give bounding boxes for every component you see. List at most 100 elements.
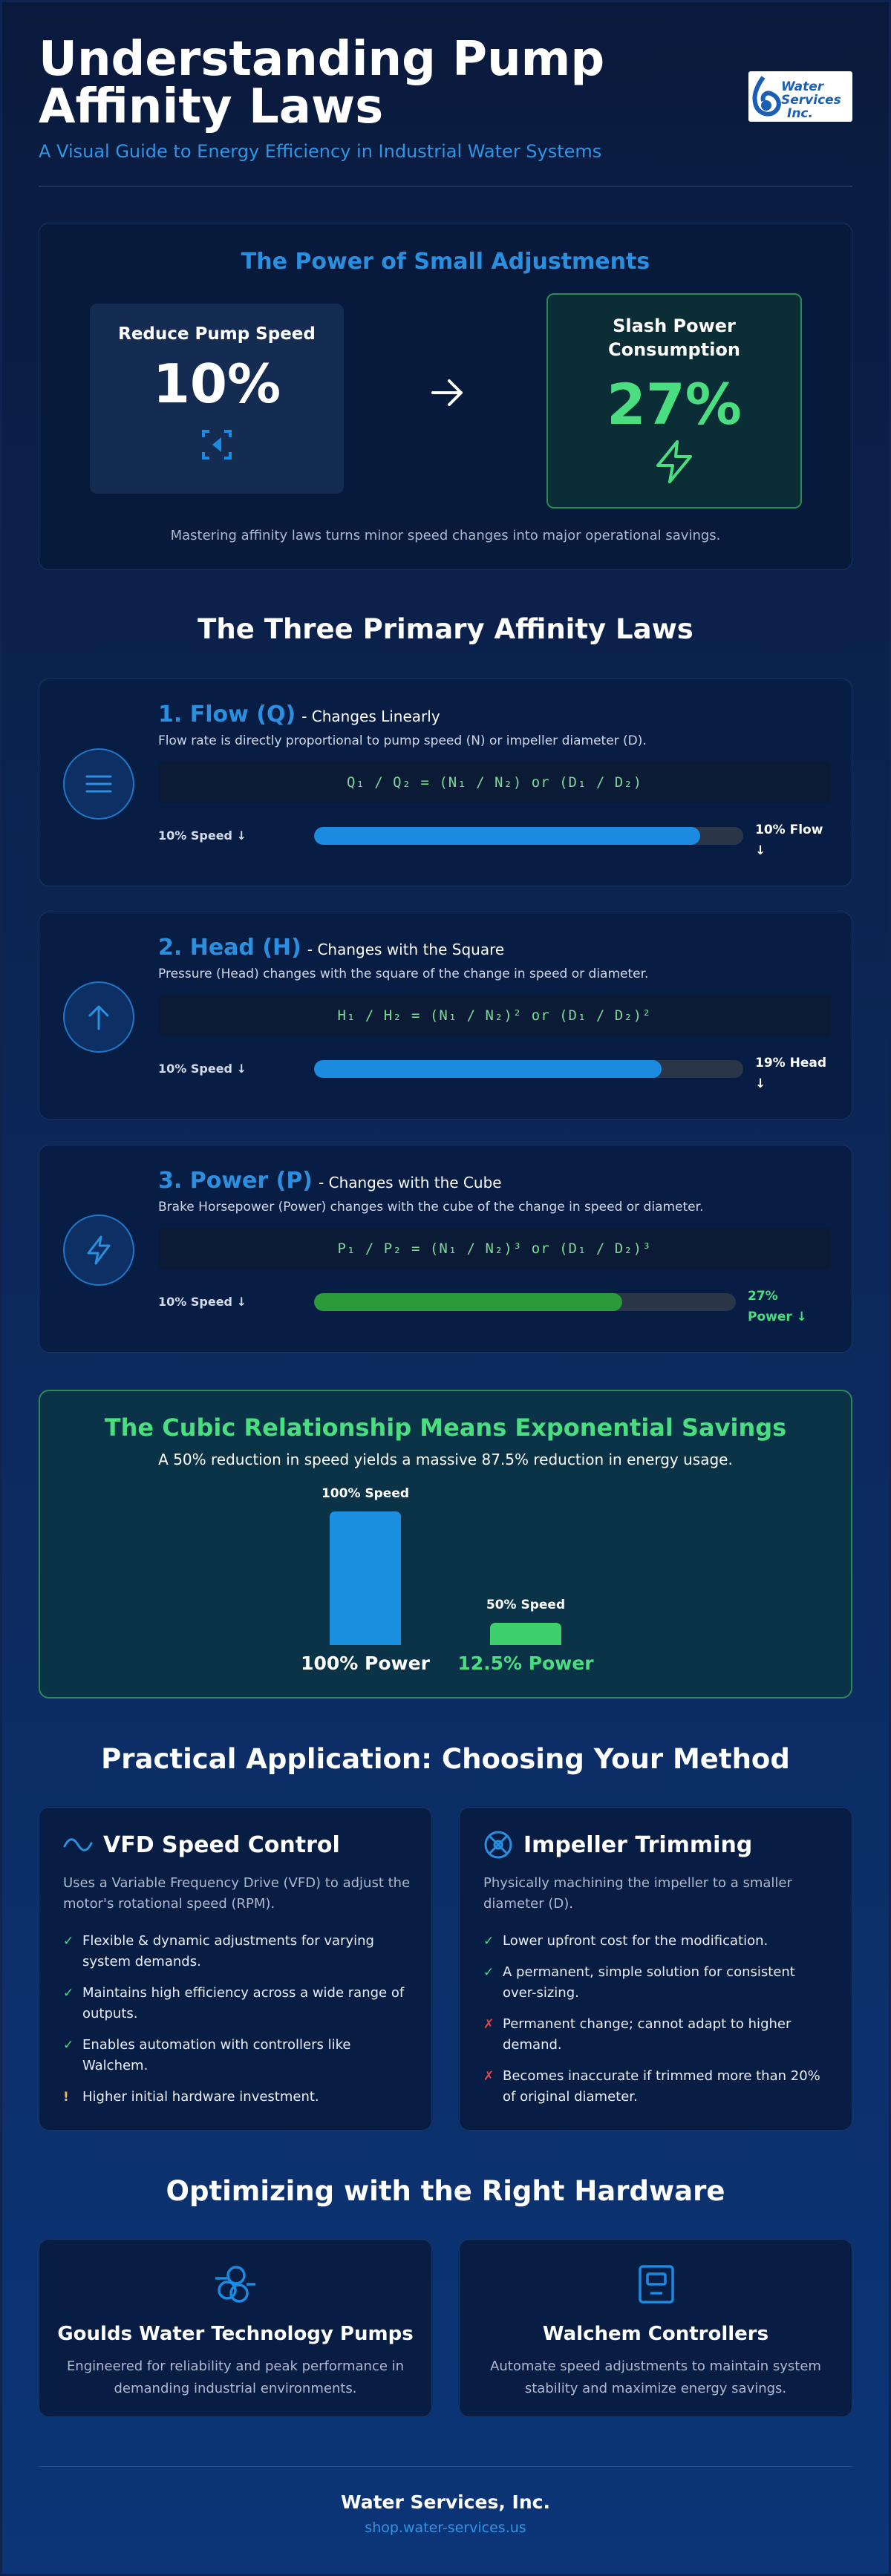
hardware-title: Goulds Water Technology Pumps — [57, 2323, 414, 2345]
bar-right-label: 10% Flow ↓ — [755, 823, 823, 858]
wave-icon — [63, 1830, 93, 1860]
laws-section-title: The Three Primary Affinity Laws — [198, 613, 693, 645]
bar-left-label: 10% Speed ↓ — [158, 828, 247, 843]
method-point-text: Maintains high efficiency across a wide … — [82, 1985, 405, 2021]
page-subtitle: A Visual Guide to Energy Efficiency in I… — [39, 141, 602, 162]
check-icon: ✓ — [63, 1986, 74, 2001]
power-savings-box: Slash Power Consumption 27% — [546, 293, 802, 509]
progress-fill — [314, 827, 701, 845]
method-heading: VFD Speed Control — [63, 1830, 340, 1860]
method-point-con: ✗ Becomes inaccurate if trimmed more than… — [483, 2066, 832, 2108]
methods-section-title: Practical Application: Choosing Your Met… — [101, 1743, 790, 1775]
method-point-con: ✗ Permanent change; cannot adapt to highe… — [483, 2014, 832, 2056]
law-title: 1. Flow (Q) - Changes Linearly — [158, 702, 440, 728]
check-icon: ✓ — [483, 1965, 495, 1980]
svg-text:Water: Water — [781, 79, 825, 94]
law-formula: H₁ / H₂ = (N₁ / N₂)² or (D₁ / D₂)² — [158, 995, 831, 1036]
law-description: Pressure (Head) changes with the square … — [158, 967, 649, 981]
method-point-pro: ✓ Enables automation with controllers lik… — [63, 2035, 412, 2076]
hardware-section-title: Optimizing with the Right Hardware — [166, 2175, 725, 2207]
chart-bar — [330, 1511, 401, 1645]
power-label: Slash Power Consumption — [607, 316, 741, 360]
law-bar-row: 10% Speed ↓ 27% Power ↓ — [158, 1289, 831, 1326]
method-point-text: Becomes inaccurate if trimmed more than … — [503, 2068, 820, 2105]
progress-track — [314, 1060, 743, 1078]
method-description: Physically machining the impeller to a s… — [483, 1875, 792, 1912]
method-point-text: Enables automation with controllers like… — [82, 2037, 351, 2073]
footer-divider — [39, 2466, 852, 2467]
page-title: Understanding Pump Affinity Laws — [39, 32, 605, 134]
cross-icon: ✗ — [483, 2069, 495, 2084]
bar-left-label: 10% Speed ↓ — [158, 1295, 247, 1309]
law-formula: P₁ / P₂ = (N₁ / N₂)³ or (D₁ / D₂)³ — [158, 1228, 831, 1269]
bar-left-label: 10% Speed ↓ — [158, 1062, 247, 1076]
method-point-text: Permanent change; cannot adapt to higher… — [503, 2016, 792, 2053]
progress-fill — [314, 1293, 622, 1311]
svg-text:Services: Services — [781, 93, 841, 108]
cubic-subtitle: A 50% reduction in speed yields a massiv… — [158, 1451, 733, 1468]
header: Understanding Pump Affinity Laws A Visua… — [39, 36, 852, 188]
method-point-text: Higher initial hardware investment. — [82, 2089, 319, 2105]
method-points: ✓ Lower upfront cost for the modification… — [483, 1931, 832, 2118]
flow-lines-icon — [63, 748, 134, 820]
svg-text:Inc.: Inc. — [787, 106, 813, 121]
method-point-text: Lower upfront cost for the modification. — [503, 1933, 768, 1949]
law-description: Brake Horsepower (Power) changes with th… — [158, 1200, 704, 1215]
law-formula: Q₁ / Q₂ = (N₁ / N₂) or (D₁ / D₂) — [158, 762, 831, 803]
method-card-impeller: Impeller Trimming Physically machining t… — [459, 1807, 852, 2131]
cross-icon: ✗ — [483, 2017, 495, 2032]
check-icon: ✓ — [483, 1934, 495, 1949]
lightning-icon — [63, 1215, 134, 1286]
law-card-power: 3. Power (P) - Changes with the Cube Brak… — [39, 1145, 852, 1353]
chart-value-label: 12.5% Power — [457, 1653, 594, 1674]
law-description: Flow rate is directly proportional to pu… — [158, 733, 647, 748]
arrow-right-icon — [425, 370, 470, 415]
method-card-vfd: VFD Speed Control Uses a Variable Freque… — [39, 1807, 432, 2131]
arrow-up-icon — [63, 981, 134, 1053]
impeller-icon — [483, 1830, 513, 1860]
bar-right-label: 19% Head ↓ — [755, 1056, 827, 1091]
hardware-card-walchem: Walchem Controllers Automate speed adjus… — [459, 2239, 852, 2417]
method-point-pro: ✓ A permanent, simple solution for consis… — [483, 1962, 832, 2004]
hero-card: The Power of Small Adjustments Reduce Pu… — [39, 223, 852, 570]
method-point-text: A permanent, simple solution for consist… — [503, 1964, 795, 2001]
method-point-text: Flexible & dynamic adjustments for varyi… — [82, 1933, 374, 1969]
pump-icon — [212, 2260, 260, 2308]
law-card-flow: 1. Flow (Q) - Changes Linearly Flow rate … — [39, 679, 852, 886]
progress-track — [314, 1293, 736, 1311]
chart-bar — [490, 1623, 561, 1645]
cubic-relationship-card: The Cubic Relationship Means Exponential… — [39, 1390, 852, 1699]
company-logo: Water Services Inc. — [748, 71, 852, 122]
hardware-description: Engineered for reliability and peak perf… — [66, 2358, 405, 2396]
rotate-icon — [193, 421, 241, 468]
speed-reduction-box: Reduce Pump Speed 10% — [90, 304, 344, 494]
law-subtitle: - Changes with the Cube — [319, 1174, 502, 1191]
hardware-description: Automate speed adjustments to maintain s… — [490, 2358, 821, 2396]
method-description: Uses a Variable Frequency Drive (VFD) to… — [63, 1875, 411, 1912]
method-point-pro: ✓ Lower upfront cost for the modification… — [483, 1931, 832, 1952]
hardware-card-goulds: Goulds Water Technology Pumps Engineered… — [39, 2239, 432, 2417]
hero-footnote: Mastering affinity laws turns minor spee… — [170, 528, 721, 543]
check-icon: ✓ — [63, 2038, 74, 2053]
chart-value-label: 100% Power — [301, 1653, 430, 1674]
method-point-pro: ✓ Flexible & dynamic adjustments for vary… — [63, 1931, 412, 1972]
chart-category-label: 50% Speed — [486, 1598, 566, 1612]
hardware-title: Walchem Controllers — [542, 2323, 769, 2345]
law-subtitle: - Changes Linearly — [301, 707, 440, 725]
footer-company: Water Services, Inc. — [341, 2491, 550, 2513]
speed-label: Reduce Pump Speed — [118, 324, 316, 344]
check-icon: ✓ — [63, 1934, 74, 1949]
bar-right-label: 27% Power ↓ — [748, 1289, 807, 1324]
hero-heading: The Power of Small Adjustments — [241, 249, 650, 275]
law-title: 3. Power (P) - Changes with the Cube — [158, 1168, 502, 1194]
warning-icon: ! — [63, 2090, 69, 2105]
law-title: 2. Head (H) - Changes with the Square — [158, 935, 505, 961]
method-point-warn: ! Higher initial hardware investment. — [63, 2087, 412, 2108]
method-heading: Impeller Trimming — [483, 1830, 752, 1860]
speed-value: 10% — [152, 353, 281, 415]
law-bar-row: 10% Speed ↓ 10% Flow ↓ — [158, 823, 831, 860]
footer-shop-link[interactable]: shop.water-services.us — [365, 2520, 526, 2536]
controller-icon — [633, 2260, 680, 2308]
law-subtitle: - Changes with the Square — [307, 941, 505, 958]
